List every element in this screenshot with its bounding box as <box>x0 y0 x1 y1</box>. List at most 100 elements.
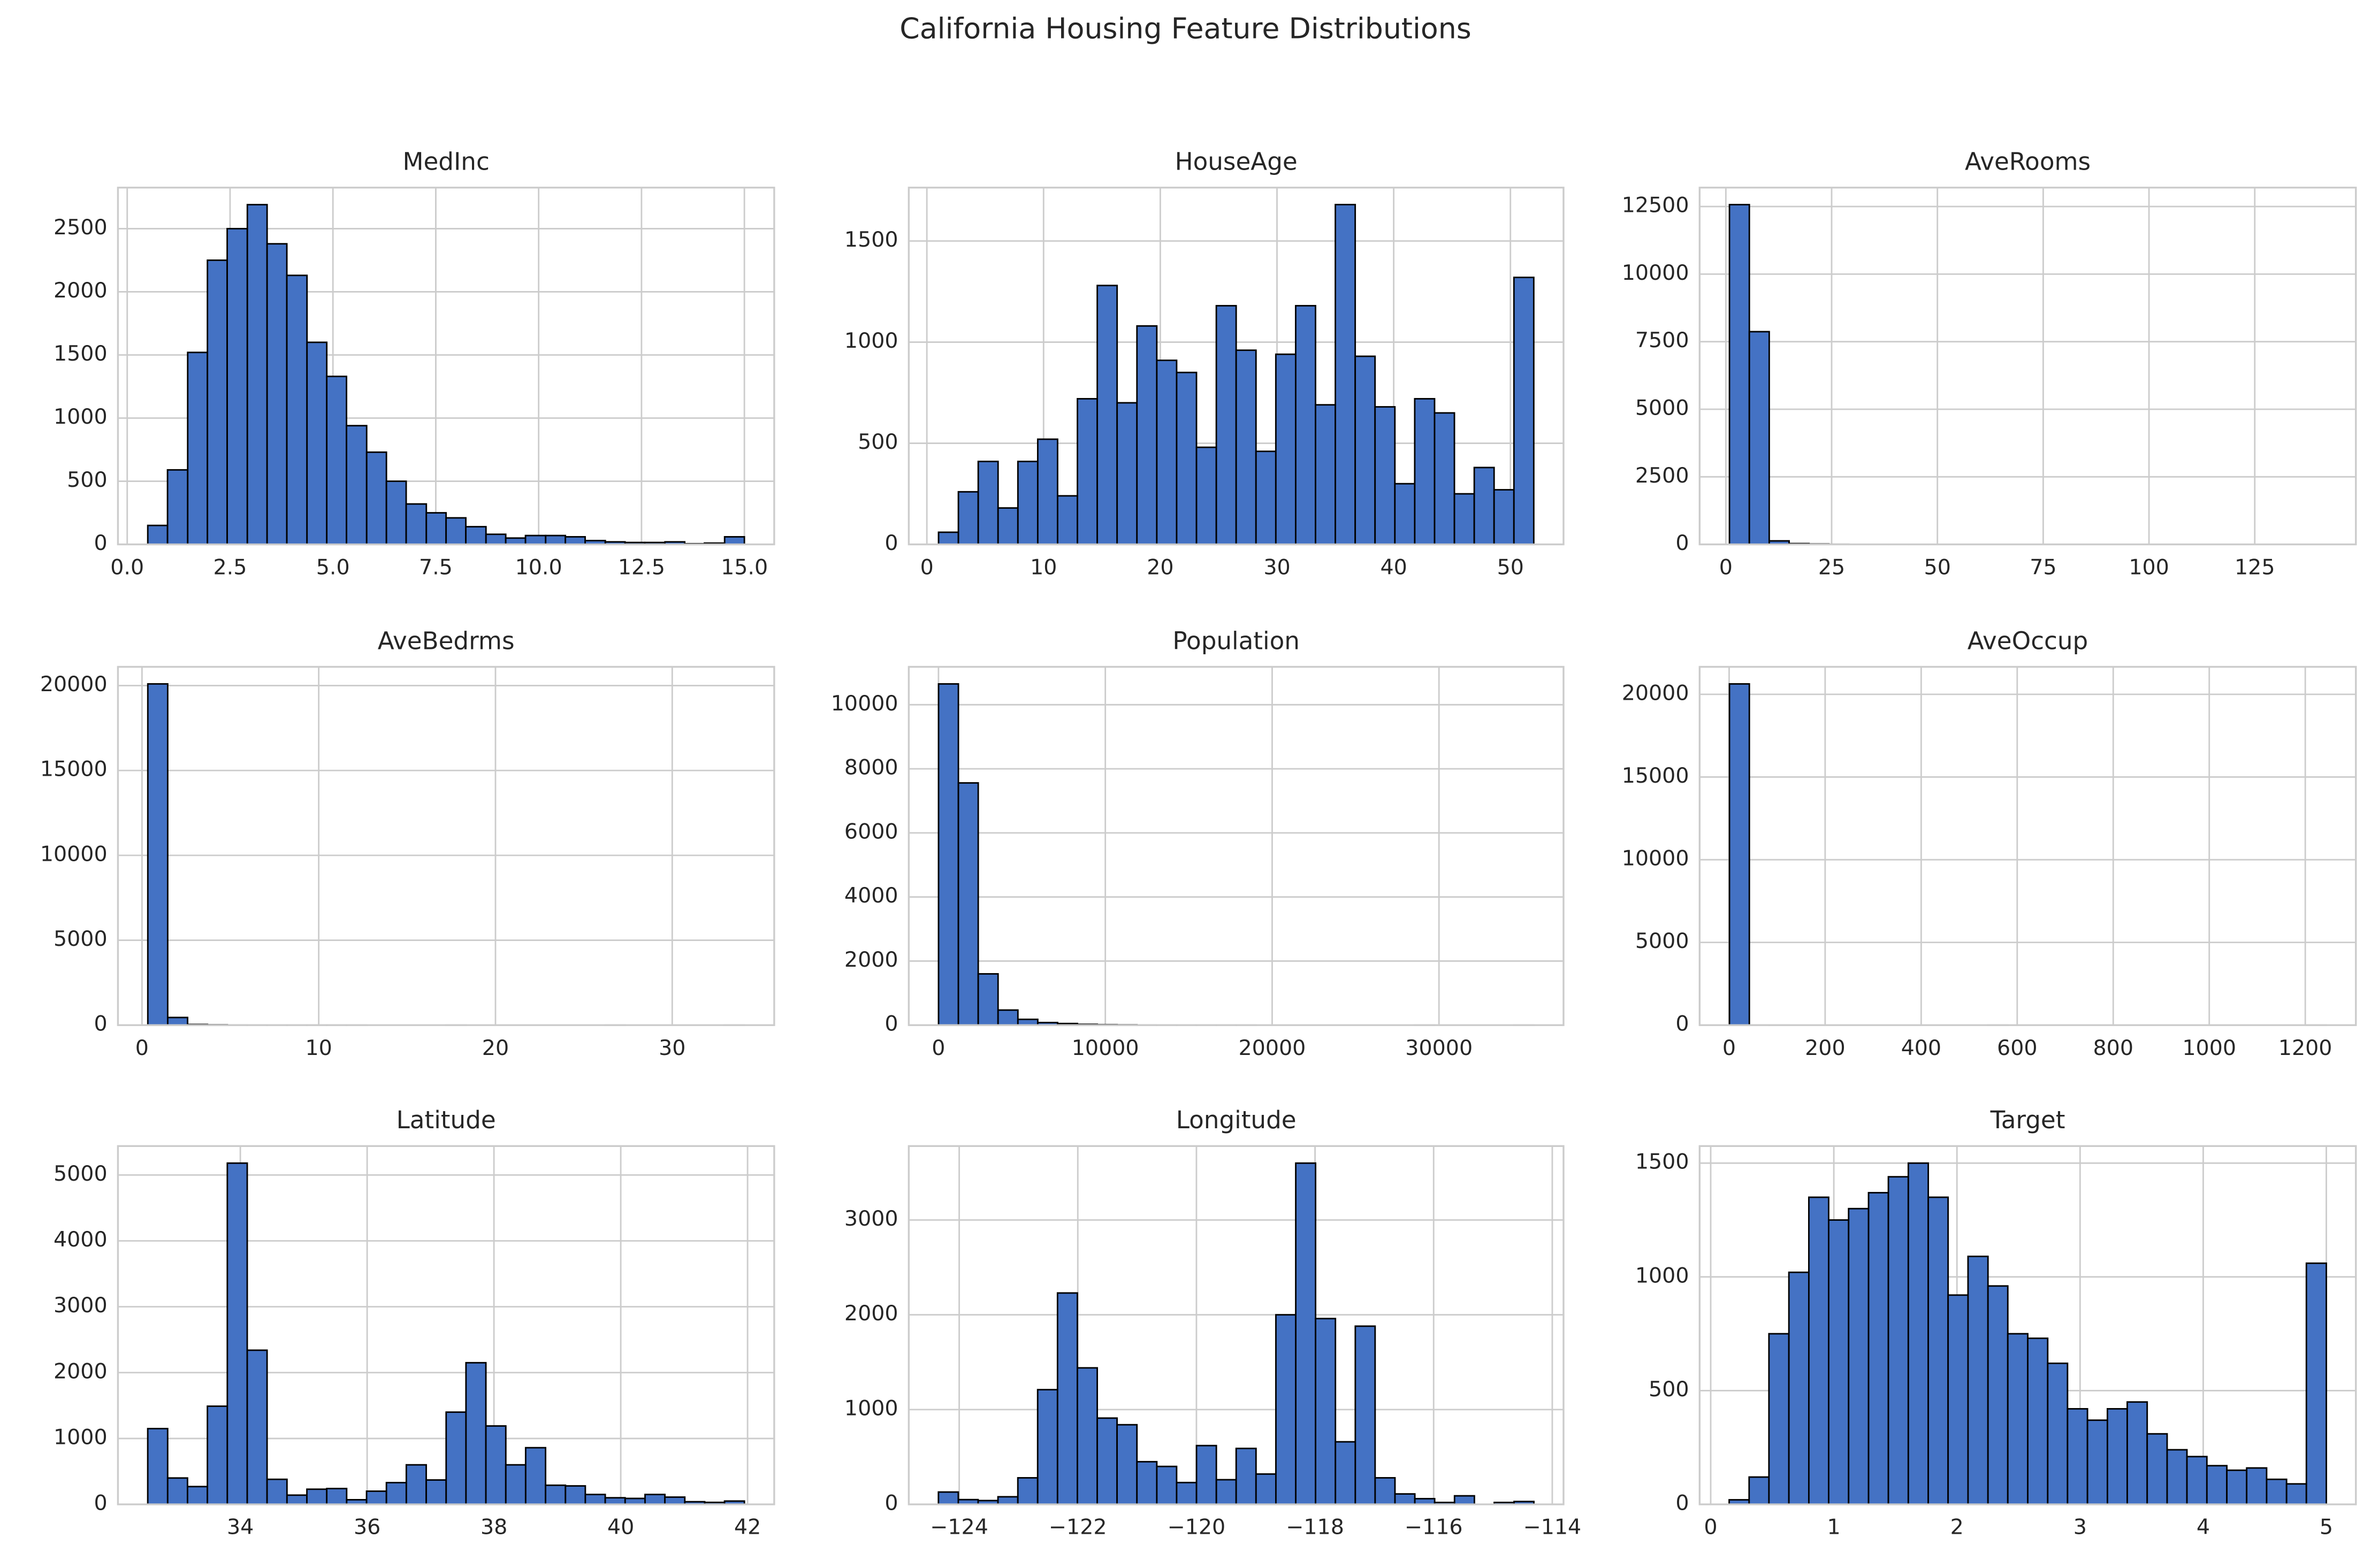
bar <box>2166 1449 2188 1505</box>
bar <box>1414 397 1436 546</box>
x-tick-label: −118 <box>1286 1515 1344 1540</box>
x-tick-label: −114 <box>1523 1515 1582 1540</box>
bar <box>1887 1176 1909 1505</box>
axes-frame <box>908 666 1565 1026</box>
bar <box>2027 1337 2049 1505</box>
bar <box>306 341 328 546</box>
x-tick-label: 100 <box>2129 555 2169 579</box>
bar <box>266 243 288 546</box>
bar <box>1057 495 1078 546</box>
x-tick-label: 0 <box>1719 555 1733 579</box>
bar <box>465 526 487 546</box>
x-tick-label: 42 <box>734 1515 761 1540</box>
x-tick-label: 800 <box>2093 1036 2133 1060</box>
bar <box>2266 1478 2288 1505</box>
bar <box>1215 305 1237 546</box>
subplot-title: Target <box>1990 1106 2065 1134</box>
bar <box>1808 1196 1829 1505</box>
bar <box>2305 1262 2327 1505</box>
bar <box>186 1486 209 1505</box>
bar <box>2007 1333 2029 1505</box>
x-tick-label: 0 <box>1722 1036 1736 1060</box>
bar <box>1453 493 1475 546</box>
x-tick-label: 4 <box>2197 1515 2210 1540</box>
bar <box>1315 1318 1337 1505</box>
y-tick-label: 8000 <box>844 755 898 780</box>
y-tick-label: 2500 <box>1635 463 1689 488</box>
figure-title: California Housing Feature Distributions <box>899 11 1471 45</box>
bar <box>207 259 228 546</box>
bar <box>1394 483 1416 546</box>
x-tick-label: 10000 <box>1072 1036 1139 1060</box>
bar <box>147 524 169 546</box>
y-tick-label: 5000 <box>54 927 108 951</box>
bar <box>1453 1495 1475 1505</box>
y-tick-label: 0 <box>885 1012 898 1036</box>
bar <box>937 683 959 1026</box>
y-tick-label: 15000 <box>1622 763 1689 788</box>
x-tick-label: 75 <box>2030 555 2056 579</box>
bar <box>226 1162 248 1505</box>
y-tick-label: 1000 <box>54 1425 108 1449</box>
bar <box>545 1484 567 1505</box>
bar <box>937 531 959 546</box>
bar <box>2285 1483 2307 1505</box>
bar <box>1315 404 1336 546</box>
y-tick-label: 2000 <box>54 1359 108 1383</box>
y-tick-label: 1000 <box>844 1396 898 1420</box>
y-tick-label: 4000 <box>54 1227 108 1252</box>
bar <box>326 376 347 546</box>
y-tick-label: 0 <box>885 531 898 555</box>
y-tick-label: 1500 <box>844 227 898 252</box>
bar <box>1748 331 1770 546</box>
x-tick-label: 30000 <box>1405 1036 1473 1060</box>
y-tick-label: 1000 <box>844 328 898 353</box>
bar <box>365 451 387 546</box>
bar <box>1156 360 1178 546</box>
x-tick-label: 1000 <box>2182 1036 2236 1060</box>
bar <box>1493 489 1515 546</box>
x-tick-label: 36 <box>354 1515 380 1540</box>
bar <box>723 536 745 546</box>
y-tick-label: 7500 <box>1635 328 1689 353</box>
x-tick-label: 40 <box>607 1515 634 1540</box>
bar <box>246 204 268 546</box>
y-tick-label: 3000 <box>844 1206 898 1231</box>
x-tick-label: 0.0 <box>110 555 144 579</box>
y-tick-label: 3000 <box>54 1293 108 1318</box>
bar <box>565 536 586 546</box>
bar <box>957 491 979 546</box>
bar <box>1017 1477 1039 1505</box>
bar <box>1374 406 1396 546</box>
x-tick-label: 400 <box>1901 1036 1941 1060</box>
y-tick-label: 1500 <box>1635 1150 1689 1174</box>
x-tick-label: 30 <box>1263 555 1290 579</box>
bar <box>425 1479 447 1505</box>
x-tick-label: 20 <box>482 1036 509 1060</box>
x-tick-label: 15.0 <box>721 555 768 579</box>
bar <box>1927 1196 1949 1505</box>
x-tick-label: 2.5 <box>213 555 247 579</box>
bar <box>286 1494 308 1505</box>
bar <box>2047 1362 2069 1505</box>
x-tick-label: 1 <box>1827 1515 1841 1540</box>
bar <box>1235 1448 1257 1505</box>
bar <box>1275 1314 1297 1505</box>
x-tick-label: 125 <box>2235 555 2275 579</box>
bar <box>2067 1408 2088 1505</box>
subplot-title: Population <box>1172 626 1300 655</box>
bar <box>1987 1285 2009 1505</box>
y-tick-label: 5000 <box>1635 929 1689 953</box>
x-tick-label: 5.0 <box>316 555 350 579</box>
bar <box>326 1488 348 1505</box>
x-tick-label: −116 <box>1405 1515 1463 1540</box>
bar <box>1394 1493 1416 1505</box>
x-tick-label: 12.5 <box>618 555 665 579</box>
x-tick-label: 34 <box>227 1515 254 1540</box>
axes-frame <box>117 666 775 1026</box>
y-tick-label: 2500 <box>54 215 108 240</box>
bar <box>2206 1465 2228 1505</box>
bar <box>997 507 1019 546</box>
bar <box>385 1481 407 1505</box>
bar <box>524 534 547 546</box>
